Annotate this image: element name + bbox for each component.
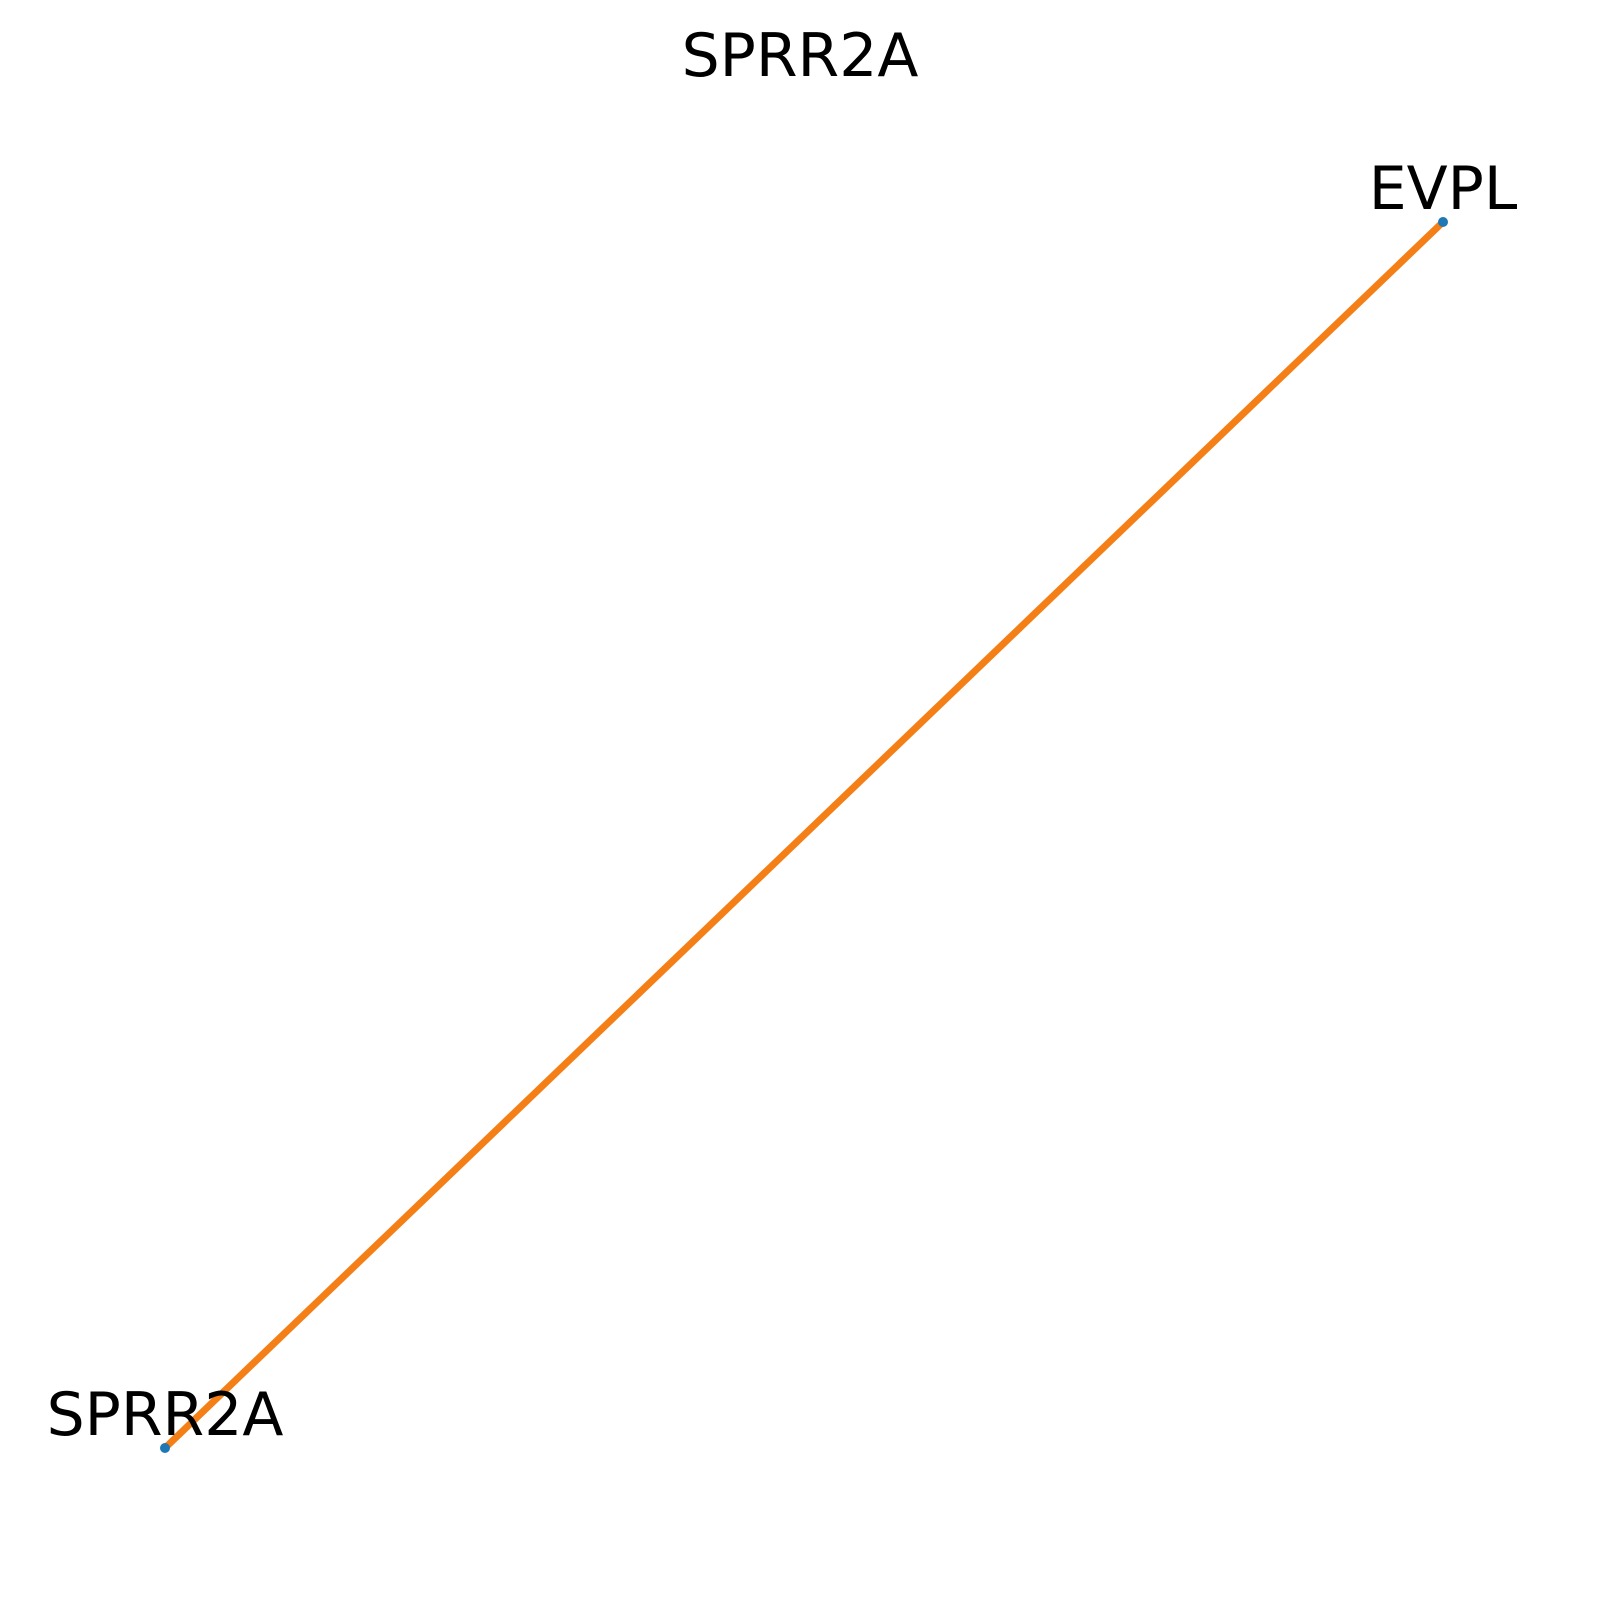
edge-sprr2a-evpl [161, 218, 1447, 1452]
diagram-title: SPRR2A [682, 21, 919, 91]
node-label-sprr2a: SPRR2A [47, 1380, 284, 1450]
node-sprr2a [160, 1443, 170, 1453]
node-label-evpl: EVPL [1369, 154, 1518, 224]
node-evpl [1438, 217, 1448, 227]
